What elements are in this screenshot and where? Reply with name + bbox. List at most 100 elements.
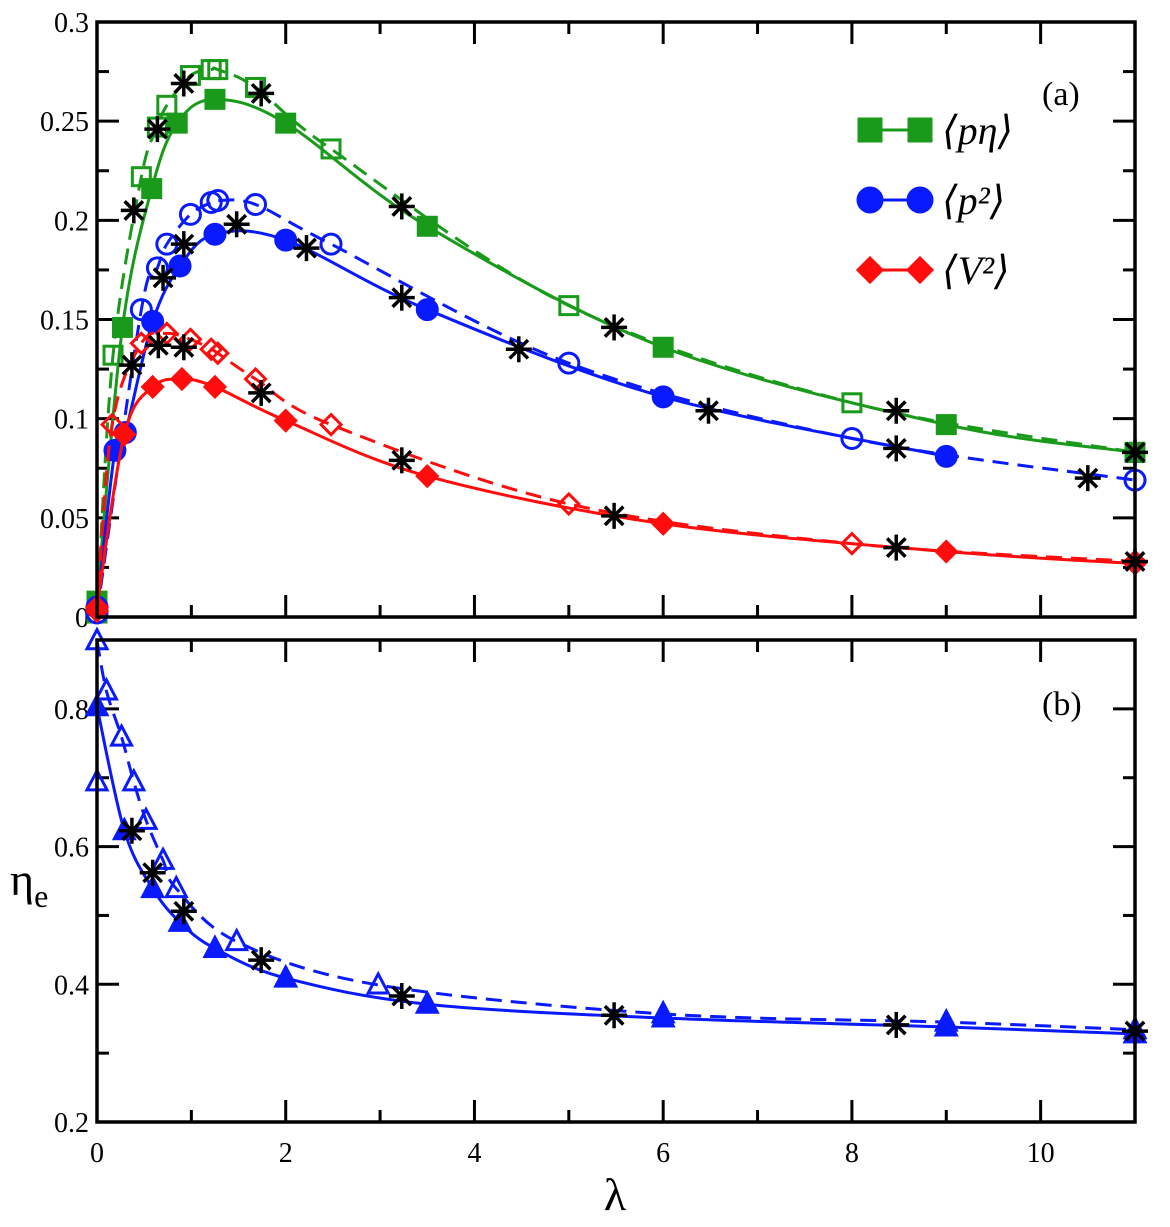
series-5-point bbox=[205, 341, 230, 366]
legend-marker bbox=[855, 255, 885, 285]
series-2-point bbox=[203, 222, 227, 246]
series-4-point bbox=[273, 408, 298, 433]
x-tick-label: 8 bbox=[845, 1138, 859, 1169]
asterisk-stroke bbox=[603, 505, 625, 527]
series-1-point bbox=[133, 806, 159, 830]
series-0-point bbox=[202, 934, 228, 958]
series-6-point bbox=[145, 332, 172, 359]
series-6-point bbox=[388, 284, 415, 311]
series-2-line bbox=[95, 229, 947, 608]
series-1-point bbox=[558, 295, 580, 317]
asterisk-stroke bbox=[1077, 467, 1099, 489]
asterisk-stroke bbox=[146, 118, 168, 140]
x-axis-label: λ bbox=[604, 1169, 627, 1220]
series-4-line bbox=[95, 377, 1136, 608]
asterisk-stroke bbox=[123, 199, 145, 221]
series-6-point bbox=[170, 334, 197, 361]
y-tick-label: 0.2 bbox=[54, 206, 89, 237]
series-3-point bbox=[206, 189, 230, 212]
asterisk-stroke bbox=[173, 900, 195, 922]
series-5-point bbox=[129, 331, 154, 356]
series-3-point bbox=[388, 982, 415, 1009]
series-5-point bbox=[556, 491, 581, 517]
panel-b: 0 2 4 6 8 10 0.2 0.4 0.6 0.8 bbox=[54, 626, 1148, 1169]
series-0-line bbox=[95, 706, 1136, 1036]
series-1-point bbox=[365, 970, 391, 995]
y-tick-label: 0.3 bbox=[54, 8, 89, 39]
series-6-point bbox=[223, 211, 250, 238]
series-0-point bbox=[652, 336, 674, 358]
series-6-point bbox=[144, 116, 171, 143]
asterisk-stroke bbox=[391, 985, 413, 1007]
asterisk-stroke bbox=[391, 196, 413, 217]
series-3-point bbox=[244, 192, 268, 216]
series-1-point bbox=[650, 999, 676, 1024]
series-6-point bbox=[695, 397, 722, 424]
series-2-point bbox=[168, 254, 192, 278]
asterisk-stroke bbox=[173, 336, 195, 358]
asterisk-stroke bbox=[885, 537, 907, 559]
series-1-point bbox=[245, 76, 267, 98]
series-0-point bbox=[204, 88, 226, 110]
x-tick-label: 6 bbox=[656, 1138, 670, 1169]
series-4-point bbox=[651, 511, 676, 536]
series-0-point bbox=[166, 112, 188, 134]
asterisk-stroke bbox=[885, 437, 907, 459]
series-4-point bbox=[415, 464, 440, 489]
series-1-point bbox=[841, 392, 863, 414]
series-6-point bbox=[388, 193, 415, 220]
asterisk-stroke bbox=[391, 287, 413, 309]
legend-marker bbox=[907, 117, 933, 143]
series-4-point bbox=[169, 366, 195, 392]
asterisk-stroke bbox=[250, 382, 272, 404]
series-3-point bbox=[840, 427, 864, 450]
plot-frame bbox=[95, 638, 1137, 1124]
series-5-point bbox=[99, 412, 125, 437]
legend-marker bbox=[905, 255, 935, 285]
asterisk-stroke bbox=[173, 233, 195, 255]
y-axis-label: ηe bbox=[10, 854, 48, 914]
series-6-point bbox=[248, 80, 275, 107]
series-1-point bbox=[121, 767, 147, 792]
legend-marker bbox=[856, 186, 884, 214]
x-tick-label: 10 bbox=[1027, 1138, 1055, 1169]
series-6-point bbox=[170, 70, 197, 97]
series-5-point bbox=[839, 531, 865, 556]
series-6-point bbox=[118, 352, 145, 379]
series-6-point bbox=[120, 197, 147, 224]
asterisk-stroke bbox=[121, 820, 143, 842]
series-0-point bbox=[416, 215, 438, 237]
series-6-point bbox=[388, 447, 415, 474]
asterisk-stroke bbox=[121, 354, 143, 376]
series-1-point bbox=[150, 846, 176, 870]
series-5-point bbox=[318, 412, 344, 437]
legend-entry: ⟨pη⟩ bbox=[942, 108, 1013, 153]
asterisk-stroke bbox=[173, 73, 195, 94]
series-6-point bbox=[248, 379, 275, 406]
series-6-point bbox=[1074, 465, 1101, 492]
legend-entry: ⟨p²⟩ bbox=[942, 178, 1005, 223]
series-5-point bbox=[154, 321, 179, 346]
series-6-point bbox=[170, 231, 197, 258]
asterisk-stroke bbox=[250, 82, 272, 104]
panel-a: 00.050.10.150.20.250.3 bbox=[40, 8, 1148, 634]
series-1-point bbox=[130, 166, 152, 188]
asterisk-stroke bbox=[603, 1004, 625, 1026]
series-3-point bbox=[139, 859, 166, 886]
series-6-point bbox=[883, 397, 910, 424]
asterisk-stroke bbox=[698, 400, 719, 422]
x-tick-label: 0 bbox=[90, 1138, 104, 1169]
series-1-line bbox=[95, 640, 1136, 1032]
series-6-point bbox=[150, 264, 177, 291]
series-1-point bbox=[163, 874, 189, 899]
x-tick-label: 4 bbox=[467, 1138, 481, 1169]
series-3-point bbox=[170, 898, 197, 925]
series-1-point bbox=[93, 676, 119, 701]
series-1-point bbox=[109, 722, 135, 747]
asterisk-stroke bbox=[603, 317, 625, 338]
asterisk-stroke bbox=[391, 449, 413, 471]
asterisk-stroke bbox=[885, 1014, 907, 1036]
asterisk-stroke bbox=[508, 338, 530, 360]
y-tick-label: 0.8 bbox=[54, 695, 89, 726]
series-0-point bbox=[275, 112, 297, 134]
